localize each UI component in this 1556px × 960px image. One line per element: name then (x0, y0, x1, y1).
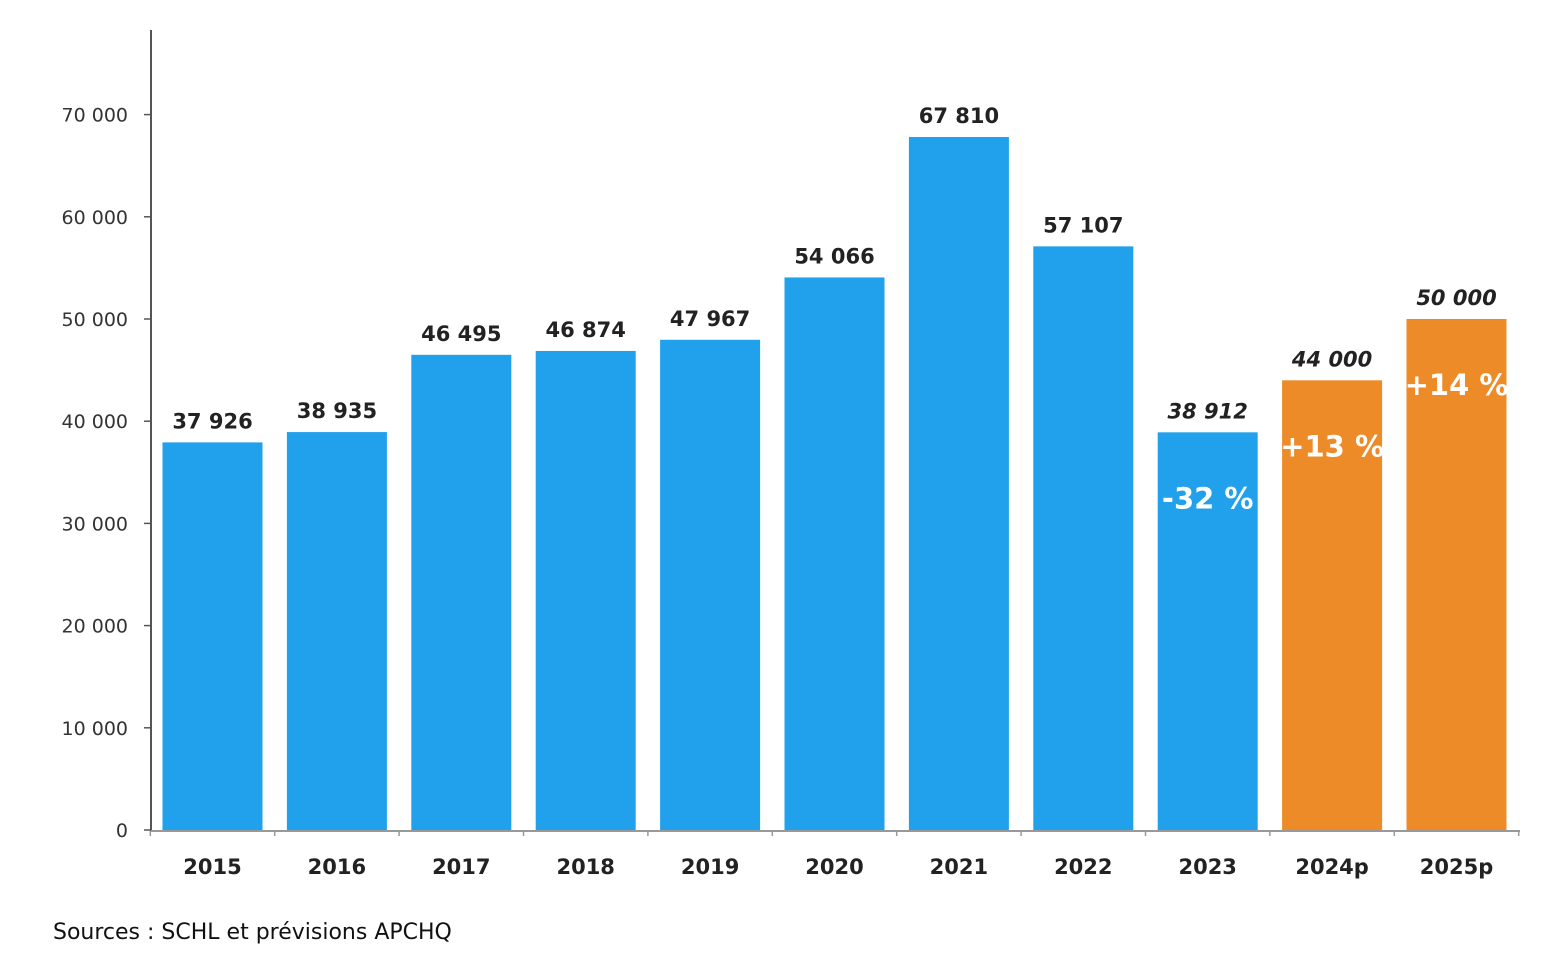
y-tick-label: 30 000 (62, 513, 128, 535)
x-tick-label-2024p: 2024p (1295, 855, 1368, 879)
bar-2020 (784, 277, 885, 831)
bar-2022 (1033, 246, 1134, 830)
x-tick-label-2020: 2020 (805, 855, 863, 879)
value-labels: 37 926 38 935 46 495 46 874 47 967 54 066 67 8… (172, 104, 1496, 433)
x-axis-ticks: 2015 2016 2017 2018 2019 2020 2021 2022 2023 2024… (149, 831, 1520, 879)
value-label-2018: 46 874 (546, 318, 626, 342)
x-tick-label-2022: 2022 (1054, 855, 1112, 879)
value-label-2025p: 50 000 (1416, 286, 1496, 310)
x-tick-label-2018: 2018 (556, 855, 614, 879)
y-tick-label: 50 000 (62, 309, 128, 331)
x-tick-label-2017: 2017 (432, 855, 490, 879)
bar-2023 (1157, 432, 1258, 830)
bar-2016 (286, 432, 387, 830)
x-tick-label-2019: 2019 (681, 855, 739, 879)
x-tick-label-2015: 2015 (183, 855, 241, 879)
x-tick-label-2023: 2023 (1178, 855, 1236, 879)
x-tick-label-2021: 2021 (930, 855, 988, 879)
value-label-2024p: 44 000 (1291, 347, 1372, 371)
y-tick-label: 70 000 (62, 105, 128, 127)
x-tick-label-2016: 2016 (308, 855, 366, 879)
y-tick-label: 40 000 (62, 411, 128, 433)
bar-2021 (908, 136, 1009, 830)
bar-2018 (535, 350, 636, 830)
bar-2017 (411, 354, 512, 830)
y-tick-label: 10 000 (62, 718, 128, 740)
y-tick-label: 0 (116, 820, 128, 842)
bar-2019 (660, 339, 761, 830)
bar-2015 (162, 442, 263, 830)
value-label-2019: 47 967 (670, 307, 750, 331)
y-tick-label: 60 000 (62, 207, 128, 229)
bar-2024p (1282, 380, 1383, 830)
value-label-2023: 38 912 (1168, 399, 1248, 423)
value-label-2015: 37 926 (172, 409, 252, 433)
bar-2025p (1406, 319, 1507, 830)
value-label-2021: 67 810 (919, 104, 999, 128)
x-tick-label-2025p: 2025p (1420, 855, 1493, 879)
source-note: Sources : SCHL et prévisions APCHQ (53, 920, 452, 945)
annotation-2023: -32 % (1162, 481, 1254, 515)
annotation-2024p: +13 % (1280, 429, 1384, 463)
value-label-2020: 54 066 (794, 244, 874, 268)
y-axis-ticks: 0 10 000 20 000 30 000 40 000 50 000 60 000 70 … (62, 105, 151, 842)
value-label-2022: 57 107 (1043, 213, 1123, 237)
bars (162, 136, 1507, 831)
annotation-2025p: +14 % (1405, 368, 1509, 402)
value-label-2017: 46 495 (421, 322, 501, 346)
change-annotations: -32 % +13 % +14 % (1162, 368, 1508, 515)
value-label-2016: 38 935 (297, 399, 377, 423)
y-tick-label: 20 000 (62, 616, 128, 638)
